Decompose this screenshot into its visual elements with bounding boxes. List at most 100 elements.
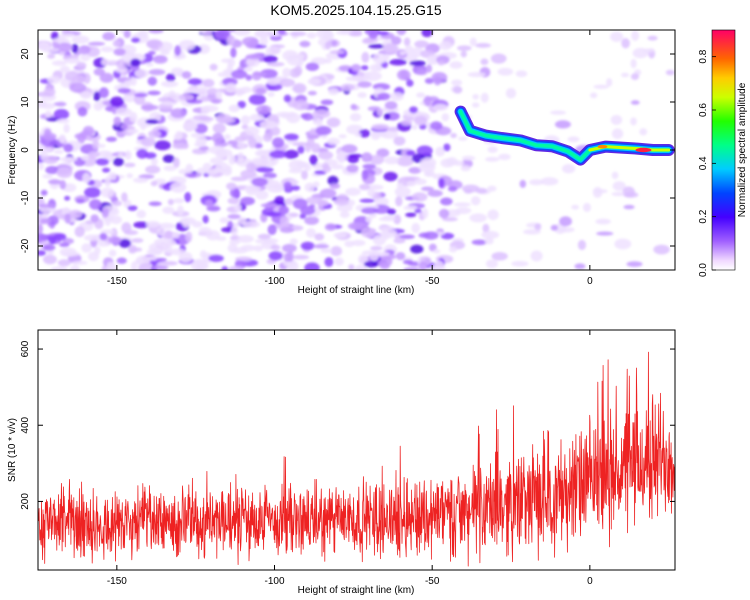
spectrogram-x-label: Height of straight line (km) bbox=[298, 285, 415, 296]
spectrogram-blob bbox=[74, 133, 87, 140]
spectrogram-blob bbox=[287, 251, 294, 262]
spectrogram-blob bbox=[338, 134, 347, 139]
spectrogram-blob bbox=[453, 202, 471, 207]
spectrogram-blob bbox=[371, 123, 389, 131]
spectrogram-blob bbox=[38, 132, 44, 137]
spectrogram-ridge bbox=[454, 105, 675, 166]
spectrogram-blob bbox=[316, 199, 329, 207]
spectrogram-blob bbox=[594, 189, 608, 194]
spectrogram-blob bbox=[38, 147, 54, 152]
spectrogram-blob bbox=[253, 245, 264, 252]
spectrogram-blob bbox=[56, 42, 73, 52]
spectrogram-blob bbox=[390, 36, 402, 45]
spectrogram-blob bbox=[225, 182, 237, 191]
spectrogram-blob bbox=[93, 68, 105, 76]
spectrogram-blob bbox=[229, 239, 240, 245]
spectrogram-blob bbox=[136, 209, 147, 219]
spectrogram-blob bbox=[418, 261, 428, 270]
spectrogram-blob bbox=[173, 198, 185, 204]
spectrogram-blob bbox=[181, 71, 192, 79]
spectrogram-blob bbox=[400, 69, 408, 79]
spectrogram-blob bbox=[471, 102, 480, 108]
spectrogram-blob bbox=[368, 43, 386, 49]
spectrogram-blob bbox=[245, 162, 256, 173]
spectrogram-blob bbox=[47, 75, 61, 84]
spectrogram-blob bbox=[253, 72, 267, 77]
spectrogram-blob bbox=[614, 238, 632, 250]
spectrogram-blob bbox=[374, 197, 389, 207]
spectrogram-blob bbox=[152, 55, 168, 64]
spectrogram-blob bbox=[267, 224, 277, 236]
spectrogram-blob bbox=[284, 133, 299, 141]
spectrogram-blob bbox=[138, 263, 152, 270]
spectrogram-blob bbox=[226, 35, 235, 46]
spectrogram-blob bbox=[383, 113, 391, 121]
spectrogram-blob bbox=[100, 46, 114, 53]
spectrogram-blob bbox=[71, 75, 86, 84]
spectrogram-blob bbox=[482, 223, 490, 234]
spectrogram-blob bbox=[312, 116, 321, 126]
spectrogram-blob bbox=[383, 171, 398, 182]
spectrogram-blob bbox=[227, 197, 240, 205]
spectrogram-blob bbox=[51, 60, 67, 66]
spectrogram-blob bbox=[230, 47, 237, 58]
spectrogram-blob bbox=[276, 111, 293, 118]
spectrogram-blob bbox=[384, 101, 398, 110]
spectrogram-blob bbox=[301, 170, 308, 180]
spectrogram-blob bbox=[286, 54, 304, 66]
spectrogram-blob bbox=[279, 227, 295, 233]
spectrogram-blob bbox=[57, 34, 66, 45]
spectrogram-blob bbox=[292, 83, 307, 94]
spectrogram-blob bbox=[113, 48, 126, 56]
spectrogram-blob bbox=[522, 229, 541, 235]
spectrogram-blob bbox=[457, 45, 472, 51]
spectrogram-blob bbox=[255, 87, 266, 95]
spectrogram-blob bbox=[416, 145, 433, 157]
spectrogram-blob bbox=[111, 208, 120, 216]
spectrogram-blob bbox=[289, 238, 298, 245]
y-tick-label: -20 bbox=[20, 238, 31, 253]
spectrogram-blob bbox=[304, 142, 312, 153]
spectrogram-blob bbox=[306, 228, 316, 238]
spectrogram-blob bbox=[307, 90, 317, 96]
spectrogram-blob bbox=[248, 137, 257, 149]
spectrogram-blob bbox=[190, 260, 208, 270]
spectrogram-blob bbox=[292, 141, 309, 147]
spectrogram-blob bbox=[432, 249, 441, 254]
spectrogram-blob bbox=[227, 57, 236, 67]
spectrogram-blob bbox=[178, 93, 195, 101]
spectrogram-blob bbox=[163, 165, 177, 172]
spectrogram-blob bbox=[630, 117, 637, 126]
spectrogram-blob bbox=[299, 213, 307, 219]
x-tick-label: -100 bbox=[265, 576, 285, 587]
spectrogram-blob bbox=[113, 116, 122, 126]
spectrogram-blob bbox=[137, 30, 149, 38]
spectrogram-blob bbox=[64, 213, 71, 224]
spectrogram-blob bbox=[387, 208, 396, 215]
spectrogram-blob bbox=[48, 179, 62, 185]
spectrogram-blob bbox=[505, 87, 517, 99]
spectrogram-blob bbox=[172, 231, 180, 239]
spectrogram-blob bbox=[53, 233, 67, 241]
spectrogram-blob bbox=[610, 114, 623, 125]
spectrogram-blob bbox=[121, 192, 128, 203]
spectrogram-blob bbox=[198, 226, 212, 236]
spectrogram-blob bbox=[148, 201, 162, 207]
chart-title: KOM5.2025.104.15.25.G15 bbox=[270, 2, 441, 18]
spectrogram-blob bbox=[185, 231, 193, 243]
spectrogram-blob bbox=[80, 52, 91, 62]
spectrogram-blob bbox=[178, 39, 196, 51]
spectrogram-blob bbox=[71, 43, 79, 54]
spectrogram-blob bbox=[437, 60, 445, 66]
y-tick-label: 400 bbox=[20, 416, 31, 433]
spectrogram-blob bbox=[279, 216, 290, 227]
spectrogram-blob bbox=[147, 76, 158, 86]
spectrogram-blob bbox=[127, 244, 137, 254]
spectrogram-blob bbox=[45, 110, 52, 118]
spectrogram-blob bbox=[382, 229, 390, 241]
spectrogram-blob bbox=[372, 234, 386, 246]
spectrogram-blob bbox=[393, 214, 402, 225]
spectrogram-blob bbox=[56, 167, 73, 179]
spectrogram-blob bbox=[291, 185, 301, 191]
spectrogram-blob bbox=[70, 264, 80, 270]
